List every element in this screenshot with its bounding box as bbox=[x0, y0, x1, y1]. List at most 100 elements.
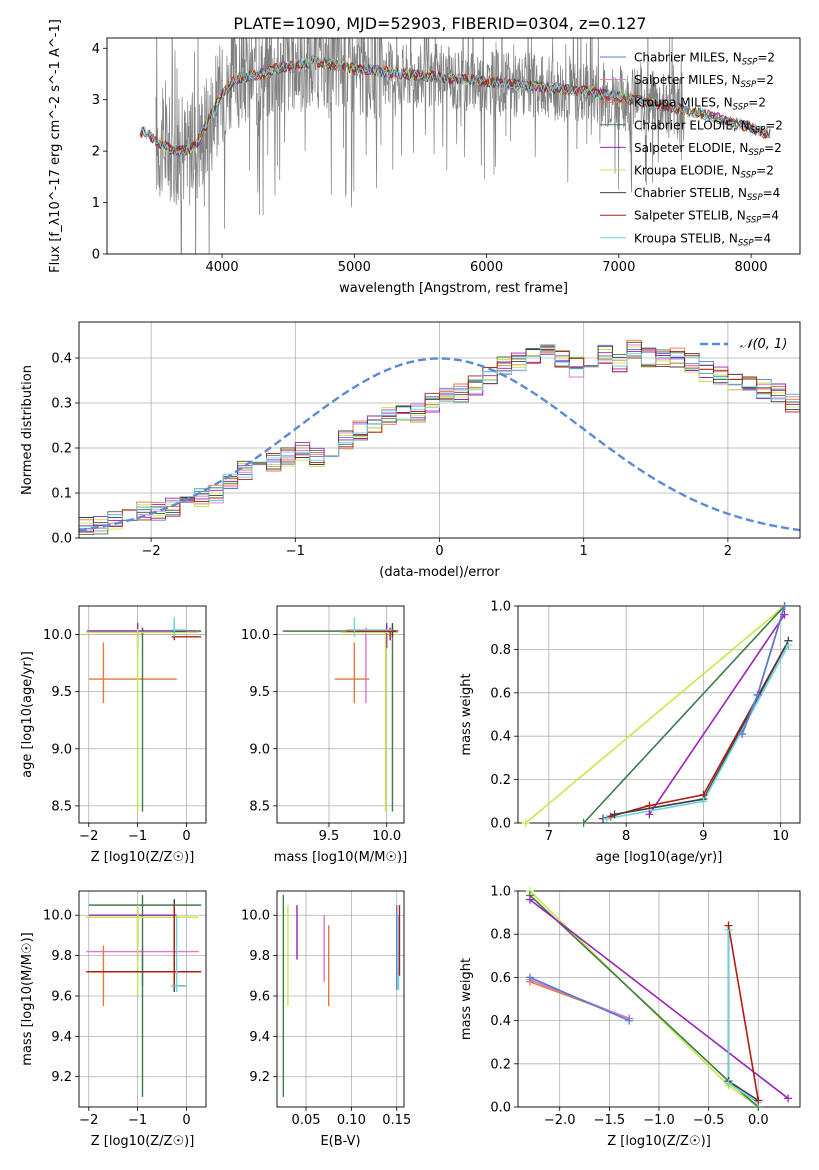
y-tick-label: 0 bbox=[92, 248, 100, 263]
data-point-marker bbox=[780, 610, 789, 619]
x-tick-label: −1 bbox=[286, 544, 305, 559]
x-tick-label: 2 bbox=[724, 544, 732, 559]
y-axis-label: mass [log10(M/M☉)] bbox=[20, 932, 35, 1065]
y-axis-label: Normed distribution bbox=[20, 365, 35, 495]
chart-residuals: −2 −1 0 1 2 0.0 0.1 0.2 0.3 0.4 (data-model)/error… bbox=[20, 321, 801, 580]
y-tick-label: 10.0 bbox=[43, 909, 72, 924]
chart-age-vs-mass: 9.5 10.0 8.5 9.0 9.5 10.0 mass [log10(M/M☉)] bbox=[241, 605, 407, 865]
y-tick-label: 0.6 bbox=[490, 686, 511, 701]
legend-label-suffix: =2 bbox=[765, 118, 783, 132]
y-tick-label: 10.0 bbox=[43, 628, 72, 643]
data-point-marker bbox=[753, 690, 762, 699]
cumulative-line bbox=[529, 898, 789, 1100]
plot-area-age-vs-mass bbox=[282, 617, 399, 812]
data-point-marker bbox=[754, 1096, 763, 1105]
legend-label: Chabrier STELIB, NSSP=4 bbox=[634, 186, 780, 203]
axes-frame bbox=[78, 890, 207, 1108]
residual-histogram bbox=[79, 346, 800, 530]
x-tick-label: 0 bbox=[435, 544, 443, 559]
x-tick-label: 0.0 bbox=[748, 1113, 769, 1128]
y-axis-label: mass weight bbox=[459, 958, 474, 1040]
axes-frame bbox=[517, 890, 801, 1108]
y-tick-label: 3 bbox=[92, 93, 100, 108]
x-tick-label: 10 bbox=[772, 829, 789, 844]
axes-frame bbox=[78, 605, 207, 824]
cumulative-line bbox=[529, 891, 759, 1107]
cumulative-line bbox=[529, 976, 630, 1022]
y-axis-label: mass weight bbox=[459, 673, 474, 755]
data-point-marker bbox=[780, 602, 789, 610]
y-tick-label: 10.0 bbox=[241, 628, 270, 643]
axes-frame bbox=[276, 605, 405, 824]
y-axis-label: Flux [f_λ10^-17 erg cm^-2 s^-1 A^-1] bbox=[48, 19, 63, 273]
y-tick-label: 9.5 bbox=[51, 685, 72, 700]
plot-area-mass-vs-Z bbox=[86, 895, 202, 1097]
residual-histogram bbox=[79, 344, 800, 529]
cumulative-line bbox=[525, 606, 786, 823]
y-tick-label: 9.0 bbox=[249, 742, 270, 757]
axes-frame bbox=[517, 605, 801, 824]
data-point-marker bbox=[738, 730, 747, 739]
residual-histogram bbox=[79, 344, 800, 530]
data-point-marker bbox=[645, 801, 654, 810]
data-point-marker bbox=[525, 973, 534, 982]
legend-label: Chabrier MILES, NSSP=2 bbox=[634, 51, 775, 68]
y-tick-label: 10.0 bbox=[241, 909, 270, 924]
y-tick-label: 1 bbox=[92, 196, 100, 211]
legend-label-sub: SSP bbox=[746, 216, 762, 226]
y-tick-label: 0.4 bbox=[490, 730, 511, 745]
legend-label-sub: SSP bbox=[748, 148, 764, 158]
legend-label-sub: SSP bbox=[742, 58, 758, 68]
x-tick-label: −2.0 bbox=[544, 1113, 576, 1128]
residual-histogram bbox=[79, 341, 800, 524]
x-axis-label: Z [log10(Z/Z☉)] bbox=[607, 1134, 711, 1149]
chart-cumulative-mass-vs-age: 7 8 9 10 0.0 0.2 0.4 0.6 0.8 1.0 age [log10(age/yr… bbox=[459, 600, 801, 865]
data-point-marker bbox=[645, 810, 654, 819]
x-tick-label: 4000 bbox=[206, 260, 239, 275]
x-axis-label: mass [log10(M/M☉)] bbox=[274, 850, 407, 865]
data-point-marker bbox=[625, 1016, 634, 1025]
y-tick-label: 9.5 bbox=[249, 685, 270, 700]
legend-label: Chabrier ELODIE, NSSP=2 bbox=[634, 118, 783, 135]
x-tick-label: 1 bbox=[580, 544, 588, 559]
x-tick-label: 7000 bbox=[602, 260, 635, 275]
x-tick-label: 7 bbox=[545, 829, 553, 844]
y-tick-label: 8.5 bbox=[51, 799, 72, 814]
y-tick-label: 0.0 bbox=[51, 532, 72, 547]
legend-label-suffix: =2 bbox=[764, 141, 782, 155]
x-tick-label: −1.0 bbox=[643, 1113, 675, 1128]
legend-label-suffix: =4 bbox=[754, 231, 772, 245]
y-tick-label: 9.6 bbox=[51, 989, 72, 1004]
y-tick-label: 9.6 bbox=[249, 989, 270, 1004]
data-point-marker bbox=[610, 810, 619, 819]
legend-label: Salpeter MILES, NSSP=2 bbox=[634, 73, 774, 90]
model-spectrum-line bbox=[139, 54, 771, 157]
chart-age-vs-Z: −2 −1 0 8.5 9.0 9.5 10.0 Z [log10(Z/Z☉)] age [lo… bbox=[20, 605, 207, 865]
y-tick-label: 9.8 bbox=[249, 949, 270, 964]
y-tick-label: 0.2 bbox=[51, 442, 72, 457]
y-tick-label: 1.0 bbox=[490, 885, 511, 900]
legend-label-sub: SSP bbox=[738, 238, 754, 248]
legend-label-suffix: =2 bbox=[757, 51, 775, 65]
x-tick-label: 0.05 bbox=[292, 1113, 321, 1128]
plot-area-mass-vs-ebv bbox=[282, 895, 401, 1097]
x-tick-label: 9.5 bbox=[319, 829, 340, 844]
data-point-marker bbox=[525, 895, 534, 904]
legend-label-suffix: =2 bbox=[756, 164, 774, 178]
data-point-marker bbox=[602, 814, 611, 823]
x-tick-label: 0 bbox=[182, 1113, 190, 1128]
legend-label: Salpeter ELODIE, NSSP=2 bbox=[634, 141, 782, 158]
y-tick-label: 0.1 bbox=[51, 487, 72, 502]
data-point-marker bbox=[784, 641, 793, 650]
x-tick-label: −1.5 bbox=[594, 1113, 626, 1128]
legend-label-suffix: =4 bbox=[763, 186, 781, 200]
plot-area-age-vs-Z bbox=[86, 617, 202, 812]
x-tick-label: 5000 bbox=[338, 260, 371, 275]
plot-area-residuals bbox=[79, 339, 800, 535]
y-tick-label: 0.4 bbox=[490, 1014, 511, 1029]
axes-frame bbox=[276, 890, 405, 1108]
legend-label: 𝒩(0, 1) bbox=[740, 337, 787, 352]
data-point-marker bbox=[579, 819, 588, 827]
y-tick-label: 0.0 bbox=[490, 1101, 511, 1116]
